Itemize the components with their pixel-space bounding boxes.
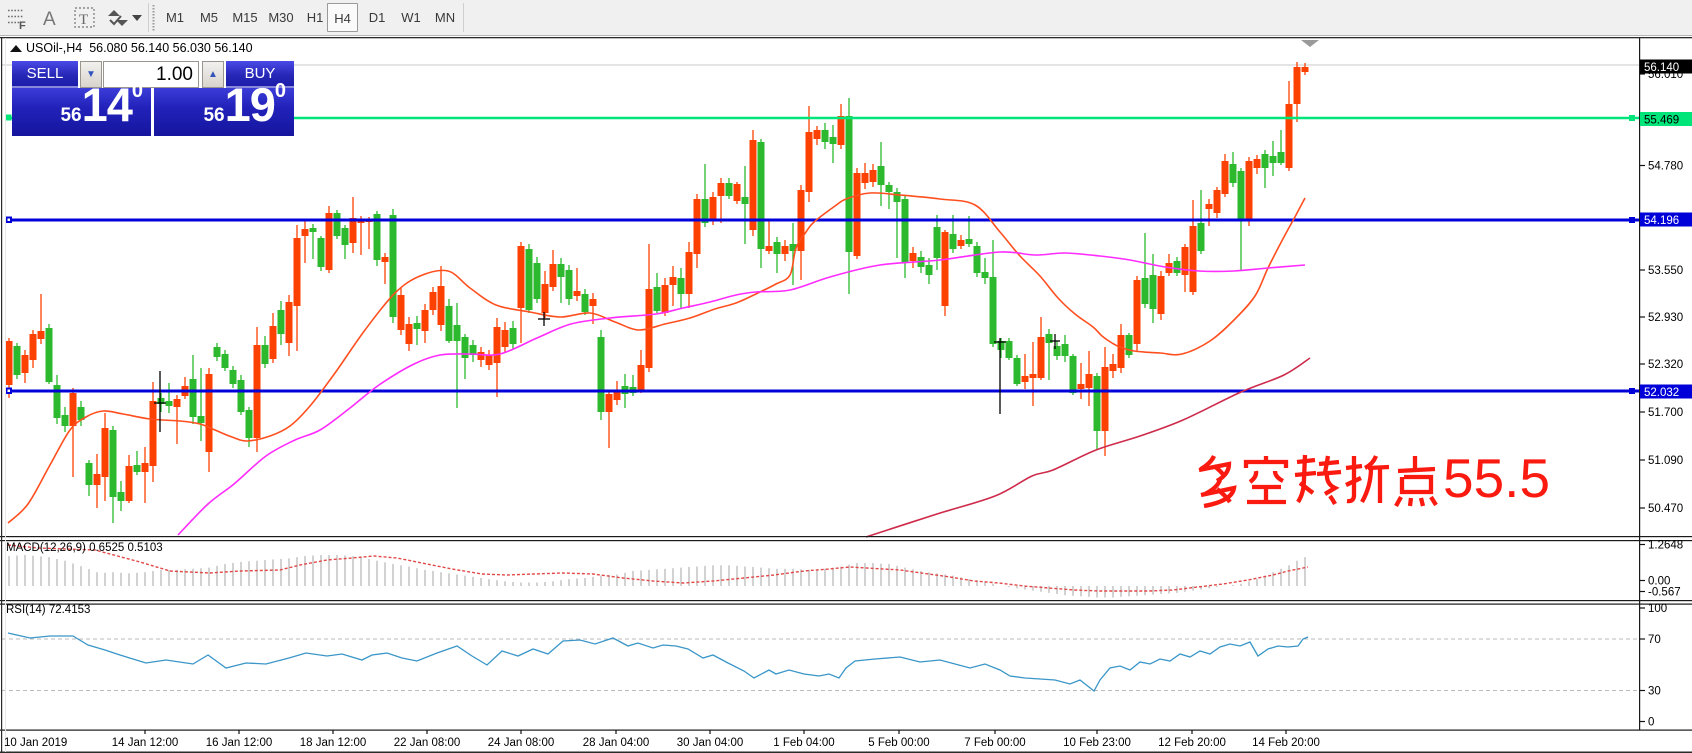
- svg-text:51.700: 51.700: [1648, 407, 1683, 419]
- svg-text:52.320: 52.320: [1648, 359, 1683, 371]
- svg-text:30: 30: [1648, 686, 1661, 698]
- svg-text:0.00: 0.00: [1648, 576, 1670, 588]
- svg-text:22 Jan 08:00: 22 Jan 08:00: [394, 737, 461, 749]
- svg-text:16 Jan 12:00: 16 Jan 12:00: [206, 737, 273, 749]
- svg-text:0: 0: [1648, 717, 1654, 729]
- svg-text:12 Feb 20:00: 12 Feb 20:00: [1158, 737, 1226, 749]
- svg-text:51.090: 51.090: [1648, 455, 1683, 467]
- svg-text:10 Jan 2019: 10 Jan 2019: [4, 737, 67, 749]
- svg-text:52.930: 52.930: [1648, 312, 1683, 324]
- svg-text:70: 70: [1648, 634, 1661, 646]
- svg-text:1 Feb 04:00: 1 Feb 04:00: [773, 737, 834, 749]
- svg-text:5 Feb 00:00: 5 Feb 00:00: [868, 737, 929, 749]
- svg-text:100: 100: [1648, 603, 1667, 615]
- svg-text:52.032: 52.032: [1644, 387, 1679, 399]
- svg-text:1.2648: 1.2648: [1648, 540, 1683, 552]
- svg-text:RSI(14) 72.4153: RSI(14) 72.4153: [6, 604, 90, 616]
- svg-text:55.469: 55.469: [1644, 115, 1679, 127]
- svg-text:24 Jan 08:00: 24 Jan 08:00: [488, 737, 555, 749]
- svg-text:14 Feb 20:00: 14 Feb 20:00: [1252, 737, 1320, 749]
- svg-text:54.196: 54.196: [1644, 215, 1679, 227]
- svg-text:USOil-,H4 56.080 56.140 56.03: USOil-,H4 56.080 56.140 56.030 56.140: [26, 41, 253, 55]
- svg-text:A: A: [43, 9, 56, 30]
- svg-text:55.5: 55.5: [1443, 447, 1550, 509]
- svg-text:56.140: 56.140: [1644, 62, 1679, 74]
- svg-text:7 Feb 00:00: 7 Feb 00:00: [964, 737, 1025, 749]
- svg-text:30 Jan 04:00: 30 Jan 04:00: [677, 737, 744, 749]
- svg-text:-0.567: -0.567: [1648, 587, 1681, 599]
- svg-text:18 Jan 12:00: 18 Jan 12:00: [300, 737, 367, 749]
- svg-text:T: T: [79, 12, 88, 28]
- svg-text:54.780: 54.780: [1648, 161, 1683, 173]
- svg-text:MACD(12,26,9) 0.6525 0.5103: MACD(12,26,9) 0.6525 0.5103: [6, 542, 163, 554]
- svg-text:28 Jan 04:00: 28 Jan 04:00: [583, 737, 650, 749]
- svg-text:14 Jan 12:00: 14 Jan 12:00: [112, 737, 179, 749]
- svg-text:F: F: [19, 20, 26, 32]
- svg-text:10 Feb 23:00: 10 Feb 23:00: [1063, 737, 1131, 749]
- svg-text:50.470: 50.470: [1648, 503, 1683, 515]
- svg-text:53.550: 53.550: [1648, 265, 1683, 277]
